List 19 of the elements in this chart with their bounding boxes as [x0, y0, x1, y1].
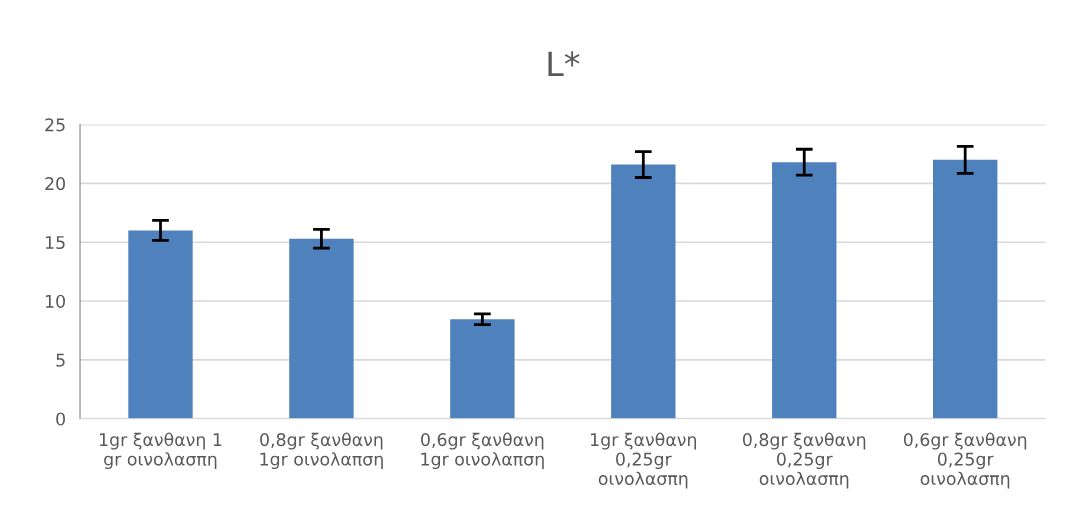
x-tick-label: 0,8gr ξανθανη 1gr οινολαπση: [260, 432, 383, 469]
x-tick-label: 1gr ξανθανη 1 gr οινολασπη: [99, 432, 222, 469]
y-tick-label: 10: [45, 294, 65, 308]
bar: [772, 162, 837, 419]
x-tick-label: 0,6gr ξανθανη 0,25gr οινολασπη: [903, 432, 1027, 489]
y-tick-label: 5: [56, 353, 65, 367]
y-tick-label: 20: [45, 177, 65, 191]
x-tick-label: 1gr ξανθανη 0,25gr οινολασπη: [591, 432, 696, 489]
y-tick-label: 0: [56, 412, 65, 426]
bar: [289, 238, 354, 419]
x-tick-label: 0,6gr ξανθανη 1gr οινολαπση: [421, 432, 544, 469]
bar: [611, 164, 676, 419]
bar: [128, 230, 193, 419]
y-tick-label: 15: [45, 236, 65, 250]
chart-title: L*: [548, 51, 580, 76]
x-tick-label: 0,8gr ξανθανη 0,25gr οινολασπη: [742, 432, 866, 489]
y-tick-label: 25: [45, 118, 65, 132]
bar: [933, 159, 998, 419]
bar: [450, 319, 515, 419]
